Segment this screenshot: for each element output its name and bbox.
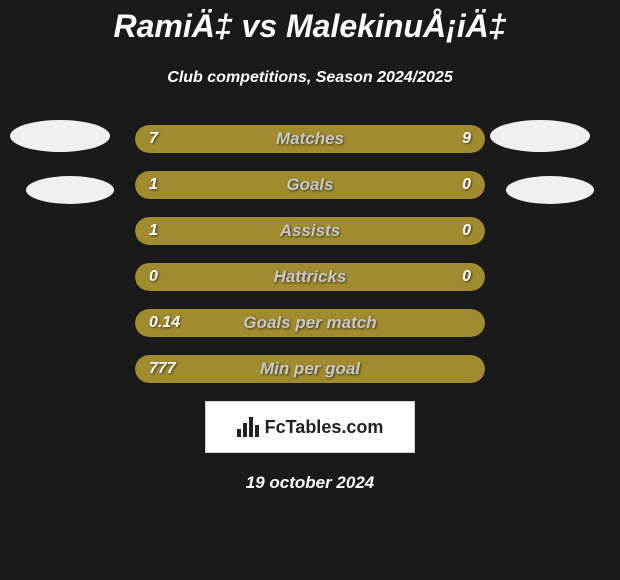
stat-value-left: 1: [149, 217, 158, 245]
stat-value-right: 0: [462, 171, 471, 199]
left-player-avatar: [26, 176, 114, 204]
stat-value-left: 7: [149, 125, 158, 153]
stat-value-right: 0: [462, 263, 471, 291]
footer-date: 19 october 2024: [0, 473, 620, 493]
stat-label: Assists: [135, 217, 485, 245]
stat-row: Min per goal777: [135, 355, 485, 383]
stat-row: Matches7 9: [135, 125, 485, 153]
stat-label: Goals: [135, 171, 485, 199]
stat-row: Goals per match0.14: [135, 309, 485, 337]
left-player-avatar: [10, 120, 110, 152]
page-subtitle: Club competitions, Season 2024/2025: [0, 69, 620, 87]
stats-bars: Matches79Goals10Assists10Hattricks00Goal…: [135, 125, 485, 383]
stat-label: Matches: [135, 125, 485, 153]
stat-label: Hattricks: [135, 263, 485, 291]
right-player-avatar: [490, 120, 590, 152]
stat-value-right: 9: [462, 125, 471, 153]
stat-value-left: 0: [149, 263, 158, 291]
stat-row: Goals1 0: [135, 171, 485, 199]
stat-label: Goals per match: [135, 309, 485, 337]
bars-icon: [237, 417, 259, 437]
logo-label: FcTables.com: [265, 417, 384, 438]
stat-label: Min per goal: [135, 355, 485, 383]
fctables-logo: FcTables.com: [205, 401, 415, 453]
stat-value-left: 0.14: [149, 309, 180, 337]
stat-value-left: 1: [149, 171, 158, 199]
stat-row: Assists1 0: [135, 217, 485, 245]
page-title: RamiÄ‡ vs MalekinuÅ¡iÄ‡: [0, 0, 620, 45]
stat-row: Hattricks0 0: [135, 263, 485, 291]
stat-value-right: 0: [462, 217, 471, 245]
right-player-avatar: [506, 176, 594, 204]
stat-value-left: 777: [149, 355, 176, 383]
